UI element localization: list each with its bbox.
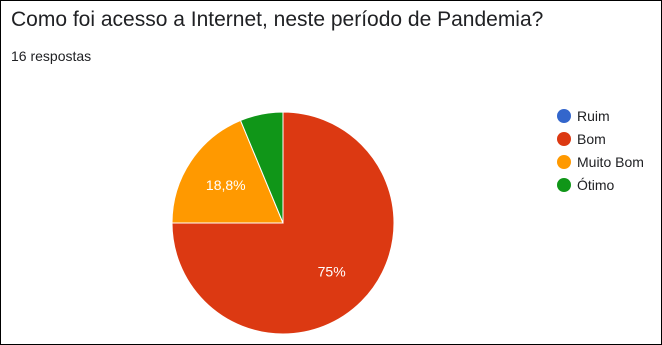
response-count: 16 respostas <box>11 48 92 64</box>
legend-label: Ótimo <box>577 176 615 193</box>
legend-label: Muito Bom <box>577 153 644 170</box>
legend-item[interactable]: Ruim <box>557 105 644 126</box>
slice-percent-label: 75% <box>318 264 346 280</box>
legend-swatch <box>557 154 571 169</box>
legend-label: Bom <box>577 130 606 147</box>
slice-percent-label: 18,8% <box>206 177 246 193</box>
legend-swatch <box>557 131 571 146</box>
legend-item[interactable]: Ótimo <box>557 174 644 195</box>
legend-item[interactable]: Bom <box>557 128 644 149</box>
legend-swatch <box>557 177 571 192</box>
legend-swatch <box>557 108 571 123</box>
pie-slice-otimo[interactable] <box>239 111 284 224</box>
chart-legend: Ruim Bom Muito Bom Ótimo <box>557 105 644 197</box>
legend-item[interactable]: Muito Bom <box>557 151 644 172</box>
legend-label: Ruim <box>577 107 610 124</box>
pie-slice-muito-bom[interactable] <box>171 119 284 224</box>
question-title: Como foi acesso a Internet, neste períod… <box>11 8 544 31</box>
